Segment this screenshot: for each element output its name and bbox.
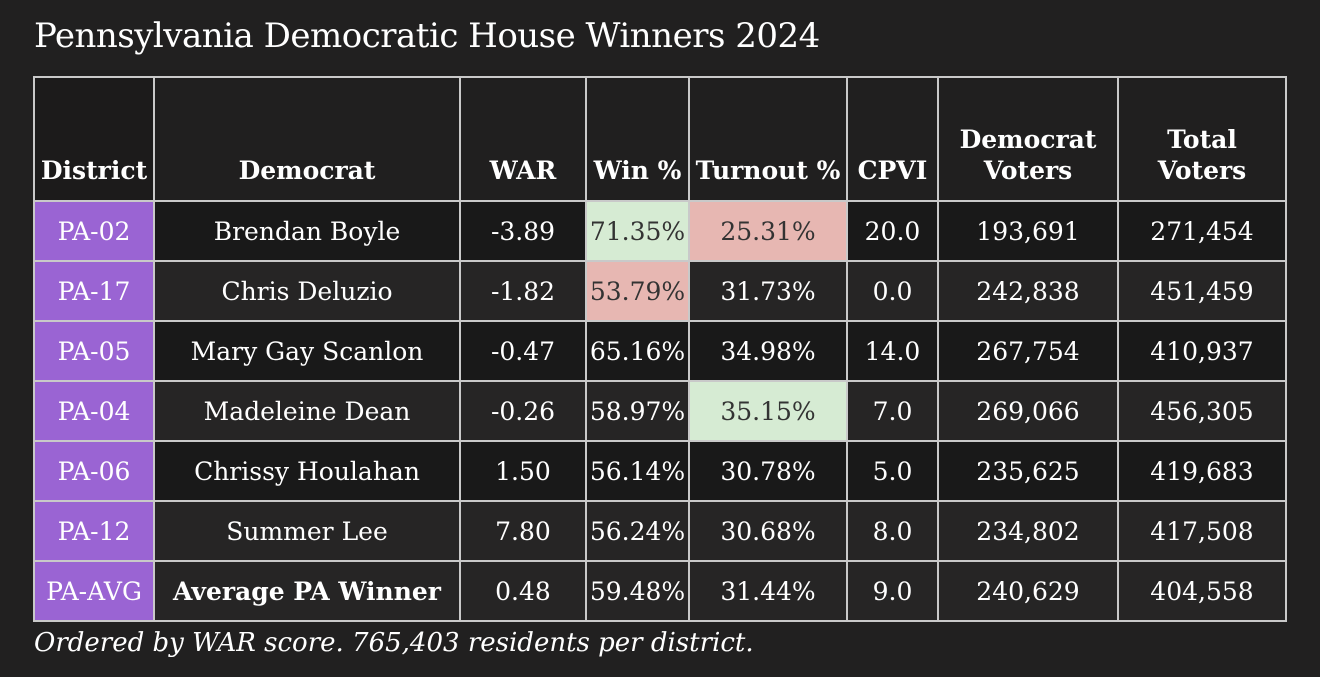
district-cell: PA-05 — [33, 320, 155, 382]
column-header-democrat-voters-line1: Democrat — [959, 124, 1097, 154]
war-cell: -0.26 — [459, 380, 587, 442]
page-title: Pennsylvania Democratic House Winners 20… — [34, 16, 820, 56]
table-row: PA-12 Summer Lee 7.80 56.24% 30.68% 8.0 … — [33, 500, 1287, 562]
column-header-total-voters-line1: Total — [1167, 124, 1237, 154]
total-voters-cell: 419,683 — [1117, 440, 1287, 502]
turnout-pct-cell: 25.31% — [688, 200, 848, 262]
cpvi-cell: 5.0 — [846, 440, 939, 502]
table-row: PA-02 Brendan Boyle -3.89 71.35% 25.31% … — [33, 200, 1287, 262]
turnout-pct-cell: 31.73% — [688, 260, 848, 322]
democrat-voters-cell: 234,802 — [937, 500, 1119, 562]
win-pct-cell: 65.16% — [585, 320, 690, 382]
results-table: District Democrat WAR Win % Turnout % CP… — [33, 76, 1287, 622]
district-cell: PA-06 — [33, 440, 155, 502]
war-cell: 1.50 — [459, 440, 587, 502]
column-header-district: District — [33, 76, 155, 202]
democrat-cell: Chris Deluzio — [153, 260, 461, 322]
total-voters-cell: 417,508 — [1117, 500, 1287, 562]
democrat-cell: Chrissy Houlahan — [153, 440, 461, 502]
table-row: PA-17 Chris Deluzio -1.82 53.79% 31.73% … — [33, 260, 1287, 322]
district-cell: PA-04 — [33, 380, 155, 442]
average-row: PA-AVG Average PA Winner 0.48 59.48% 31.… — [33, 560, 1287, 622]
turnout-pct-cell: 35.15% — [688, 380, 848, 442]
column-header-total-voters-line2: Voters — [1157, 155, 1247, 185]
democrat-voters-cell: 193,691 — [937, 200, 1119, 262]
total-voters-cell: 271,454 — [1117, 200, 1287, 262]
results-table-container: District Democrat WAR Win % Turnout % CP… — [33, 76, 1287, 622]
democrat-voters-cell: 235,625 — [937, 440, 1119, 502]
total-voters-cell: 456,305 — [1117, 380, 1287, 442]
turnout-pct-cell: 30.78% — [688, 440, 848, 502]
win-pct-cell: 56.14% — [585, 440, 690, 502]
democrat-voters-cell: 267,754 — [937, 320, 1119, 382]
district-cell: PA-17 — [33, 260, 155, 322]
win-pct-cell: 59.48% — [585, 560, 690, 622]
win-pct-cell: 53.79% — [585, 260, 690, 322]
turnout-pct-cell: 34.98% — [688, 320, 848, 382]
column-header-turnout-pct: Turnout % — [688, 76, 848, 202]
district-cell: PA-02 — [33, 200, 155, 262]
column-header-democrat-voters-line2: Voters — [983, 155, 1073, 185]
cpvi-cell: 9.0 — [846, 560, 939, 622]
war-cell: -3.89 — [459, 200, 587, 262]
column-header-democrat: Democrat — [153, 76, 461, 202]
war-cell: 0.48 — [459, 560, 587, 622]
democrat-cell: Average PA Winner — [153, 560, 461, 622]
table-row: PA-06 Chrissy Houlahan 1.50 56.14% 30.78… — [33, 440, 1287, 502]
win-pct-cell: 71.35% — [585, 200, 690, 262]
win-pct-cell: 58.97% — [585, 380, 690, 442]
cpvi-cell: 20.0 — [846, 200, 939, 262]
war-cell: 7.80 — [459, 500, 587, 562]
total-voters-cell: 404,558 — [1117, 560, 1287, 622]
district-cell: PA-AVG — [33, 560, 155, 622]
column-header-cpvi: CPVI — [846, 76, 939, 202]
win-pct-cell: 56.24% — [585, 500, 690, 562]
war-cell: -1.82 — [459, 260, 587, 322]
district-cell: PA-12 — [33, 500, 155, 562]
total-voters-cell: 410,937 — [1117, 320, 1287, 382]
column-header-total-voters: Total Voters — [1117, 76, 1287, 202]
cpvi-cell: 7.0 — [846, 380, 939, 442]
democrat-cell: Mary Gay Scanlon — [153, 320, 461, 382]
column-header-war: WAR — [459, 76, 587, 202]
turnout-pct-cell: 31.44% — [688, 560, 848, 622]
table-row: PA-04 Madeleine Dean -0.26 58.97% 35.15%… — [33, 380, 1287, 442]
democrat-voters-cell: 240,629 — [937, 560, 1119, 622]
turnout-pct-cell: 30.68% — [688, 500, 848, 562]
cpvi-cell: 14.0 — [846, 320, 939, 382]
footnote: Ordered by WAR score. 765,403 residents … — [34, 628, 754, 658]
war-cell: -0.47 — [459, 320, 587, 382]
democrat-cell: Madeleine Dean — [153, 380, 461, 442]
democrat-cell: Summer Lee — [153, 500, 461, 562]
democrat-cell: Brendan Boyle — [153, 200, 461, 262]
header-row: District Democrat WAR Win % Turnout % CP… — [33, 76, 1287, 202]
cpvi-cell: 0.0 — [846, 260, 939, 322]
democrat-voters-cell: 269,066 — [937, 380, 1119, 442]
cpvi-cell: 8.0 — [846, 500, 939, 562]
table-row: PA-05 Mary Gay Scanlon -0.47 65.16% 34.9… — [33, 320, 1287, 382]
column-header-democrat-voters: Democrat Voters — [937, 76, 1119, 202]
democrat-voters-cell: 242,838 — [937, 260, 1119, 322]
total-voters-cell: 451,459 — [1117, 260, 1287, 322]
column-header-win-pct: Win % — [585, 76, 690, 202]
